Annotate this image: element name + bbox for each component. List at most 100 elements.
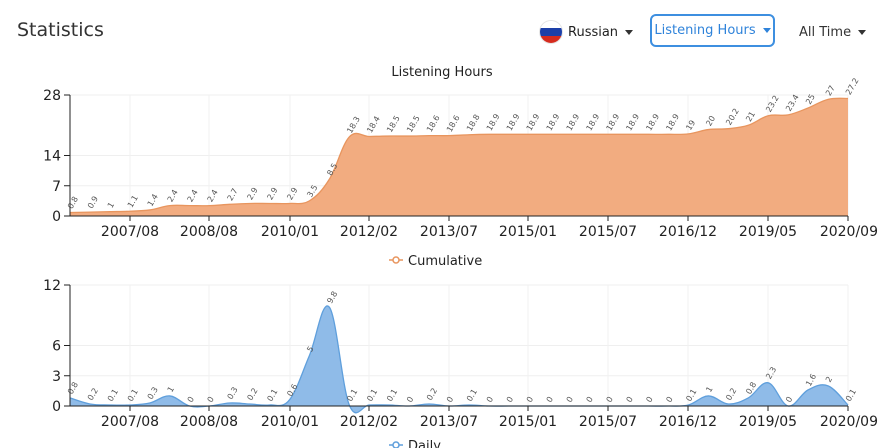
x-tick-label: 2020/09 — [820, 414, 878, 430]
x-tick-label: 2007/08 — [101, 414, 159, 430]
data-label: 23.4 — [784, 93, 801, 113]
data-label: 18.9 — [605, 112, 622, 132]
data-label: 0 — [186, 395, 196, 404]
data-label: 1.4 — [146, 192, 160, 208]
data-label: 2.3 — [764, 365, 778, 381]
data-label: 0 — [784, 395, 794, 404]
x-tick-label: 2013/07 — [420, 414, 478, 430]
x-tick-label: 2012/02 — [340, 224, 398, 240]
legend-marker-dot — [392, 441, 400, 448]
y-tick-label: 7 — [52, 179, 61, 195]
data-label: 27 — [824, 84, 837, 97]
data-label: 0.8 — [66, 195, 80, 211]
data-label: 18.9 — [525, 112, 542, 132]
data-label: 18.9 — [485, 112, 502, 132]
data-label: 0 — [605, 395, 615, 404]
metric-dropdown[interactable]: Listening Hours — [650, 14, 775, 47]
data-label: 0 — [625, 395, 635, 404]
x-tick-label: 2008/08 — [180, 224, 238, 240]
y-tick-label: 14 — [43, 149, 61, 165]
series-area — [70, 98, 848, 216]
chart-title: Listening Hours — [391, 65, 493, 80]
x-tick-label: 2015/07 — [579, 224, 637, 240]
data-label: 25 — [804, 93, 817, 106]
time-range-label: All Time — [799, 24, 852, 40]
data-label: 18.9 — [565, 112, 582, 132]
data-label: 0.8 — [66, 380, 80, 396]
data-label: 1 — [106, 201, 116, 210]
data-label: 2.7 — [226, 187, 240, 203]
x-tick-label: 2010/01 — [261, 414, 319, 430]
chevron-down-icon — [625, 29, 634, 35]
data-label: 0 — [445, 395, 455, 404]
chevron-down-icon — [762, 28, 771, 33]
chevron-down-icon — [858, 29, 867, 35]
data-label: 0.3 — [146, 385, 160, 401]
y-tick-label: 6 — [52, 339, 61, 355]
data-label: 18.6 — [445, 114, 462, 134]
x-tick-label: 2016/12 — [659, 224, 717, 240]
data-label: 20.2 — [724, 107, 741, 127]
data-label: 2.4 — [186, 188, 200, 204]
data-label: 18.5 — [385, 114, 402, 134]
data-label: 1 — [166, 385, 176, 394]
data-label: 21 — [744, 110, 757, 123]
y-tick-label: 3 — [52, 369, 61, 385]
data-label: 2.9 — [245, 186, 259, 202]
data-label: 0.1 — [465, 387, 479, 403]
x-tick-label: 2015/07 — [579, 414, 637, 430]
data-label: 0.3 — [226, 385, 240, 401]
data-label: 0 — [565, 395, 575, 404]
x-tick-label: 2015/01 — [499, 224, 557, 240]
y-tick-label: 0 — [52, 209, 61, 225]
data-label: 0.1 — [106, 387, 120, 403]
data-label: 0.2 — [425, 386, 439, 402]
data-label: 0 — [485, 395, 495, 404]
data-label: 2 — [824, 375, 834, 384]
language-dropdown[interactable]: Russian — [540, 18, 634, 46]
data-label: 18.9 — [664, 112, 681, 132]
y-tick-label: 0 — [52, 399, 61, 415]
page-title: Statistics — [17, 19, 104, 41]
data-label: 23.2 — [764, 94, 781, 114]
x-tick-label: 2010/01 — [261, 224, 319, 240]
data-label: 18.9 — [505, 112, 522, 132]
x-tick-label: 2016/12 — [659, 414, 717, 430]
y-tick-label: 28 — [43, 88, 61, 104]
data-label: 18.9 — [644, 112, 661, 132]
data-label: 0 — [206, 395, 216, 404]
data-label: 0.1 — [345, 387, 359, 403]
data-label: 18.3 — [345, 115, 362, 135]
data-label: 0 — [505, 395, 515, 404]
data-label: 0 — [585, 395, 595, 404]
data-label: 2.9 — [285, 186, 299, 202]
time-range-dropdown[interactable]: All Time — [799, 18, 867, 46]
data-label: 9.8 — [325, 290, 339, 306]
x-tick-label: 2012/02 — [340, 414, 398, 430]
data-label: 0.1 — [365, 387, 379, 403]
data-label: 18.8 — [465, 113, 482, 133]
x-tick-label: 2015/01 — [499, 414, 557, 430]
language-label: Russian — [568, 24, 619, 40]
y-tick-label: 12 — [43, 278, 61, 294]
data-label: 0.1 — [844, 387, 858, 403]
data-label: 19 — [684, 119, 697, 132]
data-label: 18.9 — [585, 112, 602, 132]
russia-flag-icon — [540, 21, 562, 43]
series-line — [69, 97, 849, 214]
data-label: 0.2 — [724, 386, 738, 402]
legend-marker-dot — [392, 256, 400, 264]
series-area — [70, 305, 848, 413]
data-label: 27.2 — [844, 77, 861, 97]
data-label: 0 — [405, 395, 415, 404]
data-label: 18.9 — [545, 112, 562, 132]
data-label: 0.2 — [245, 386, 259, 402]
data-label: 1.1 — [126, 194, 140, 210]
data-label: 0.9 — [86, 195, 100, 211]
x-tick-label: 2020/09 — [820, 224, 878, 240]
stats-header: Statistics Russian Listening Hours All T… — [0, 0, 888, 62]
data-label: 2.4 — [206, 188, 220, 204]
legend-label: Daily — [408, 439, 441, 448]
data-label: 18.6 — [425, 114, 442, 134]
